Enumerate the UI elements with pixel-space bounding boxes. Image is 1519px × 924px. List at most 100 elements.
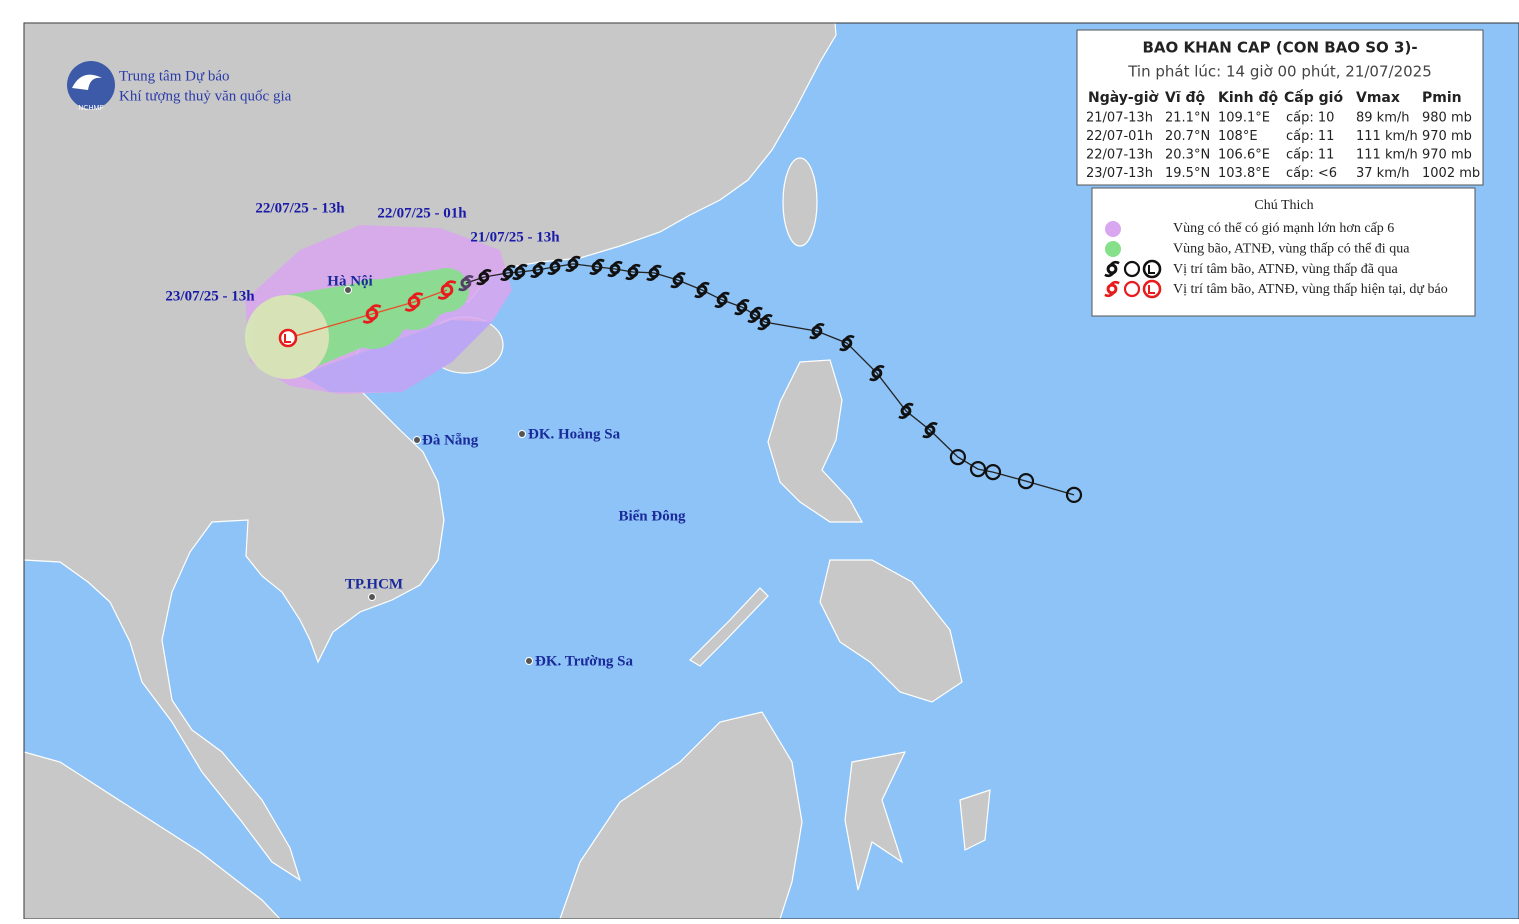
past-point [530,261,546,278]
place-dot [368,593,376,601]
past-point [625,263,641,281]
past-point [694,281,710,299]
past-point [565,255,581,272]
table-cell: 1002 mb [1422,166,1480,181]
table-cell: cấp: 11 [1286,129,1334,144]
storm-arms [437,280,457,300]
legend-item: Vị trí tâm bão, ATNĐ, vùng thấp hiện tại… [1173,282,1448,297]
labels: Hà Nội Đà Nẵng ĐK. Hoàng Sa TP.HCM ĐK. Trườn… [165,200,686,669]
table-header: Vmax [1356,90,1400,106]
time-label: 21/07/25 - 13h [470,229,560,245]
legend-item: Vị trí tâm bão, ATNĐ, vùng thấp đã qua [1173,262,1399,277]
org-line: Khí tượng thuỷ văn quốc gia [119,88,292,104]
storm-arms [670,272,686,289]
bulletin-issued: Tin phát lúc: 14 giờ 00 phút, 21/07/2025 [1127,63,1432,81]
place-label: ĐK. Hoàng Sa [528,426,621,442]
storm-arms [809,323,825,340]
top-margin [0,0,1519,23]
forecast-point [404,292,424,312]
place-label: Hà Nội [327,273,372,289]
legend-symbol [1142,259,1162,279]
table-cell: 111 km/h [1356,148,1418,163]
logo-text: NCHMF [78,105,103,112]
org-line: Trung tâm Dự báo [119,68,230,84]
table-cell: cấp: <6 [1286,166,1337,181]
mainland [23,22,837,882]
place-dot [344,286,352,294]
storm-arms [1104,280,1120,298]
past-point [984,464,1002,481]
table-cell: 108°E [1218,129,1258,144]
depression-ring [1123,260,1141,278]
legend-symbol [1123,280,1141,298]
track-line [465,263,1075,496]
past-point [734,299,750,316]
visayas-mindanao [819,559,963,703]
bulletin-box [1076,29,1484,186]
storm-arms [476,269,492,286]
table-cell: 106.6°E [1218,148,1270,163]
place-label: ĐK. Trường Sa [535,653,634,669]
table-cell: cấp: 11 [1286,148,1334,163]
storm-arms [500,264,516,281]
place-label: TP.HCM [345,576,403,592]
table-cell: 22/07-01h [1086,129,1153,144]
place-dot [518,430,526,438]
past-point [714,291,730,308]
legend-title: Chú Thich [1254,198,1313,213]
past-point [809,323,825,340]
depression-ring [949,449,967,466]
forecast-point [278,328,298,348]
table-cell: 20.7°N [1165,129,1210,144]
storm-arms [607,260,623,278]
place-dot [413,436,421,444]
past-point [898,402,914,419]
taiwan [782,157,818,247]
storm-arms [757,314,773,331]
table-cell: 37 km/h [1356,166,1410,181]
logo: NCHMF Trung tâm Dự báo Khí tượng thuỷ vă… [67,61,292,112]
logo-circle [67,61,115,109]
depression-ring [1017,473,1035,490]
storm-arms [458,275,474,292]
time-label: 23/07/25 - 13h [165,288,255,304]
past-point [1017,473,1035,490]
forecast-point [362,304,382,324]
past-point [670,272,686,289]
past-point [949,449,967,466]
past-point [869,365,885,382]
legend-symbol [1104,280,1120,298]
table-cell: cấp: 10 [1286,111,1334,126]
table-cell: 103.8°E [1218,166,1270,181]
storm-arms [625,263,641,281]
storm-arms [512,263,528,281]
storm-arms [362,304,382,324]
wind-zone-sea [300,320,492,392]
palawan [689,587,769,667]
table-cell: 21/07-13h [1086,111,1153,126]
storm-arms [1104,260,1120,278]
depression-ring [984,464,1002,481]
storm-arms [898,402,914,419]
storm-arms [734,299,750,316]
storm-arms [694,281,710,299]
table-cell: 21.1°N [1165,111,1210,126]
low-ring [1142,279,1162,299]
sulawesi [844,751,907,891]
place-label: Biển Đông [618,508,686,524]
legend-symbol [1142,279,1162,299]
luzon [767,359,864,523]
past-point [646,264,662,281]
low-ring [1142,259,1162,279]
bulletin: BAO KHAN CAP (CON BAO SO 3)- Tin phát lú… [1076,29,1484,186]
table-cell: 19.5°N [1165,166,1210,181]
low-letter [1148,285,1155,294]
table-cell: 89 km/h [1356,111,1410,126]
depression-ring [969,461,987,478]
bulletin-title: BAO KHAN CAP (CON BAO SO 3)- [1142,39,1417,57]
past-point [589,258,605,275]
table-cell: 23/07-13h [1086,166,1153,181]
table-cell: 970 mb [1422,129,1472,144]
